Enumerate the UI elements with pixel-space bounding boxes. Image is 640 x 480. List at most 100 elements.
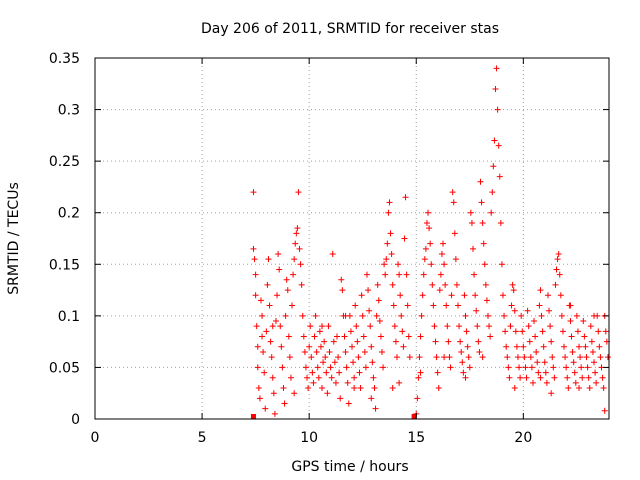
data-point — [286, 354, 293, 361]
data-point — [602, 328, 609, 335]
data-point — [366, 307, 373, 314]
x-tick-label: 20 — [514, 430, 532, 446]
data-point — [443, 302, 450, 309]
data-point — [302, 364, 309, 371]
data-point — [250, 189, 257, 196]
data-point — [581, 333, 588, 340]
data-point — [396, 379, 403, 386]
data-point — [472, 292, 479, 299]
data-point — [252, 271, 259, 278]
data-point — [257, 297, 264, 304]
data-point — [580, 318, 587, 325]
data-point — [503, 343, 510, 350]
data-point — [445, 338, 452, 345]
data-point — [490, 163, 497, 170]
data-point — [331, 359, 338, 366]
data-point — [432, 338, 439, 345]
data-point — [505, 364, 512, 371]
data-point — [591, 359, 598, 366]
data-point — [501, 312, 508, 319]
data-point — [251, 256, 258, 263]
data-point — [292, 240, 299, 247]
data-point — [450, 199, 457, 206]
data-point — [526, 338, 533, 345]
data-point — [574, 328, 581, 335]
data-point — [387, 230, 394, 237]
data-point — [274, 292, 281, 299]
data-point — [289, 302, 296, 309]
data-point — [428, 261, 435, 268]
data-point — [474, 323, 481, 330]
data-point — [327, 364, 334, 371]
x-tick-label: 5 — [198, 430, 207, 446]
data-point — [322, 354, 329, 361]
data-point — [460, 369, 467, 376]
data-point — [311, 333, 318, 340]
data-point — [254, 343, 261, 350]
data-point — [482, 281, 489, 288]
data-point — [316, 328, 323, 335]
data-point — [550, 364, 557, 371]
data-point — [570, 359, 577, 366]
data-point — [402, 194, 409, 201]
data-point — [584, 364, 591, 371]
data-point — [425, 209, 432, 216]
data-point — [404, 302, 411, 309]
data-point — [524, 307, 531, 314]
data-point — [434, 369, 441, 376]
data-point — [406, 354, 413, 361]
data-point — [493, 65, 500, 72]
data-point — [361, 348, 368, 355]
data-point — [269, 374, 276, 381]
data-point — [481, 261, 488, 268]
data-point — [262, 405, 269, 412]
data-point — [457, 338, 464, 345]
data-point — [256, 395, 263, 402]
data-point — [259, 312, 266, 319]
data-point — [264, 281, 271, 288]
data-point — [555, 250, 562, 257]
data-point — [484, 312, 491, 319]
data-point — [377, 333, 384, 340]
data-point — [518, 312, 525, 319]
data-point — [451, 230, 458, 237]
data-point — [279, 364, 286, 371]
data-point — [337, 395, 344, 402]
data-point — [547, 323, 554, 330]
data-point — [492, 85, 499, 92]
data-point — [332, 379, 339, 386]
data-point — [464, 343, 471, 350]
data-point — [527, 354, 534, 361]
data-point — [557, 292, 564, 299]
data-point — [511, 385, 518, 392]
data-point — [321, 338, 328, 345]
data-point — [280, 385, 287, 392]
data-point — [504, 354, 511, 361]
data-point — [552, 281, 559, 288]
data-point — [568, 333, 575, 340]
data-point — [601, 407, 608, 414]
data-point — [483, 297, 490, 304]
data-point — [539, 328, 546, 335]
data-point — [349, 343, 355, 350]
data-point — [573, 312, 580, 319]
data-point — [488, 209, 495, 216]
data-point — [600, 385, 607, 392]
data-point — [401, 235, 408, 242]
data-point — [430, 302, 437, 309]
data-point — [260, 348, 267, 355]
data-point — [345, 400, 352, 407]
data-point — [463, 328, 470, 335]
data-point — [320, 359, 327, 366]
data-point — [339, 287, 346, 294]
y-tick-label: 0 — [71, 412, 80, 428]
data-point — [423, 220, 430, 227]
y-tick-label: 0.05 — [49, 360, 80, 376]
data-point — [588, 338, 595, 345]
data-point — [536, 302, 543, 309]
data-point — [431, 323, 438, 330]
data-point — [564, 374, 571, 381]
data-point — [519, 328, 526, 335]
data-point — [296, 245, 303, 252]
data-point — [422, 245, 429, 252]
